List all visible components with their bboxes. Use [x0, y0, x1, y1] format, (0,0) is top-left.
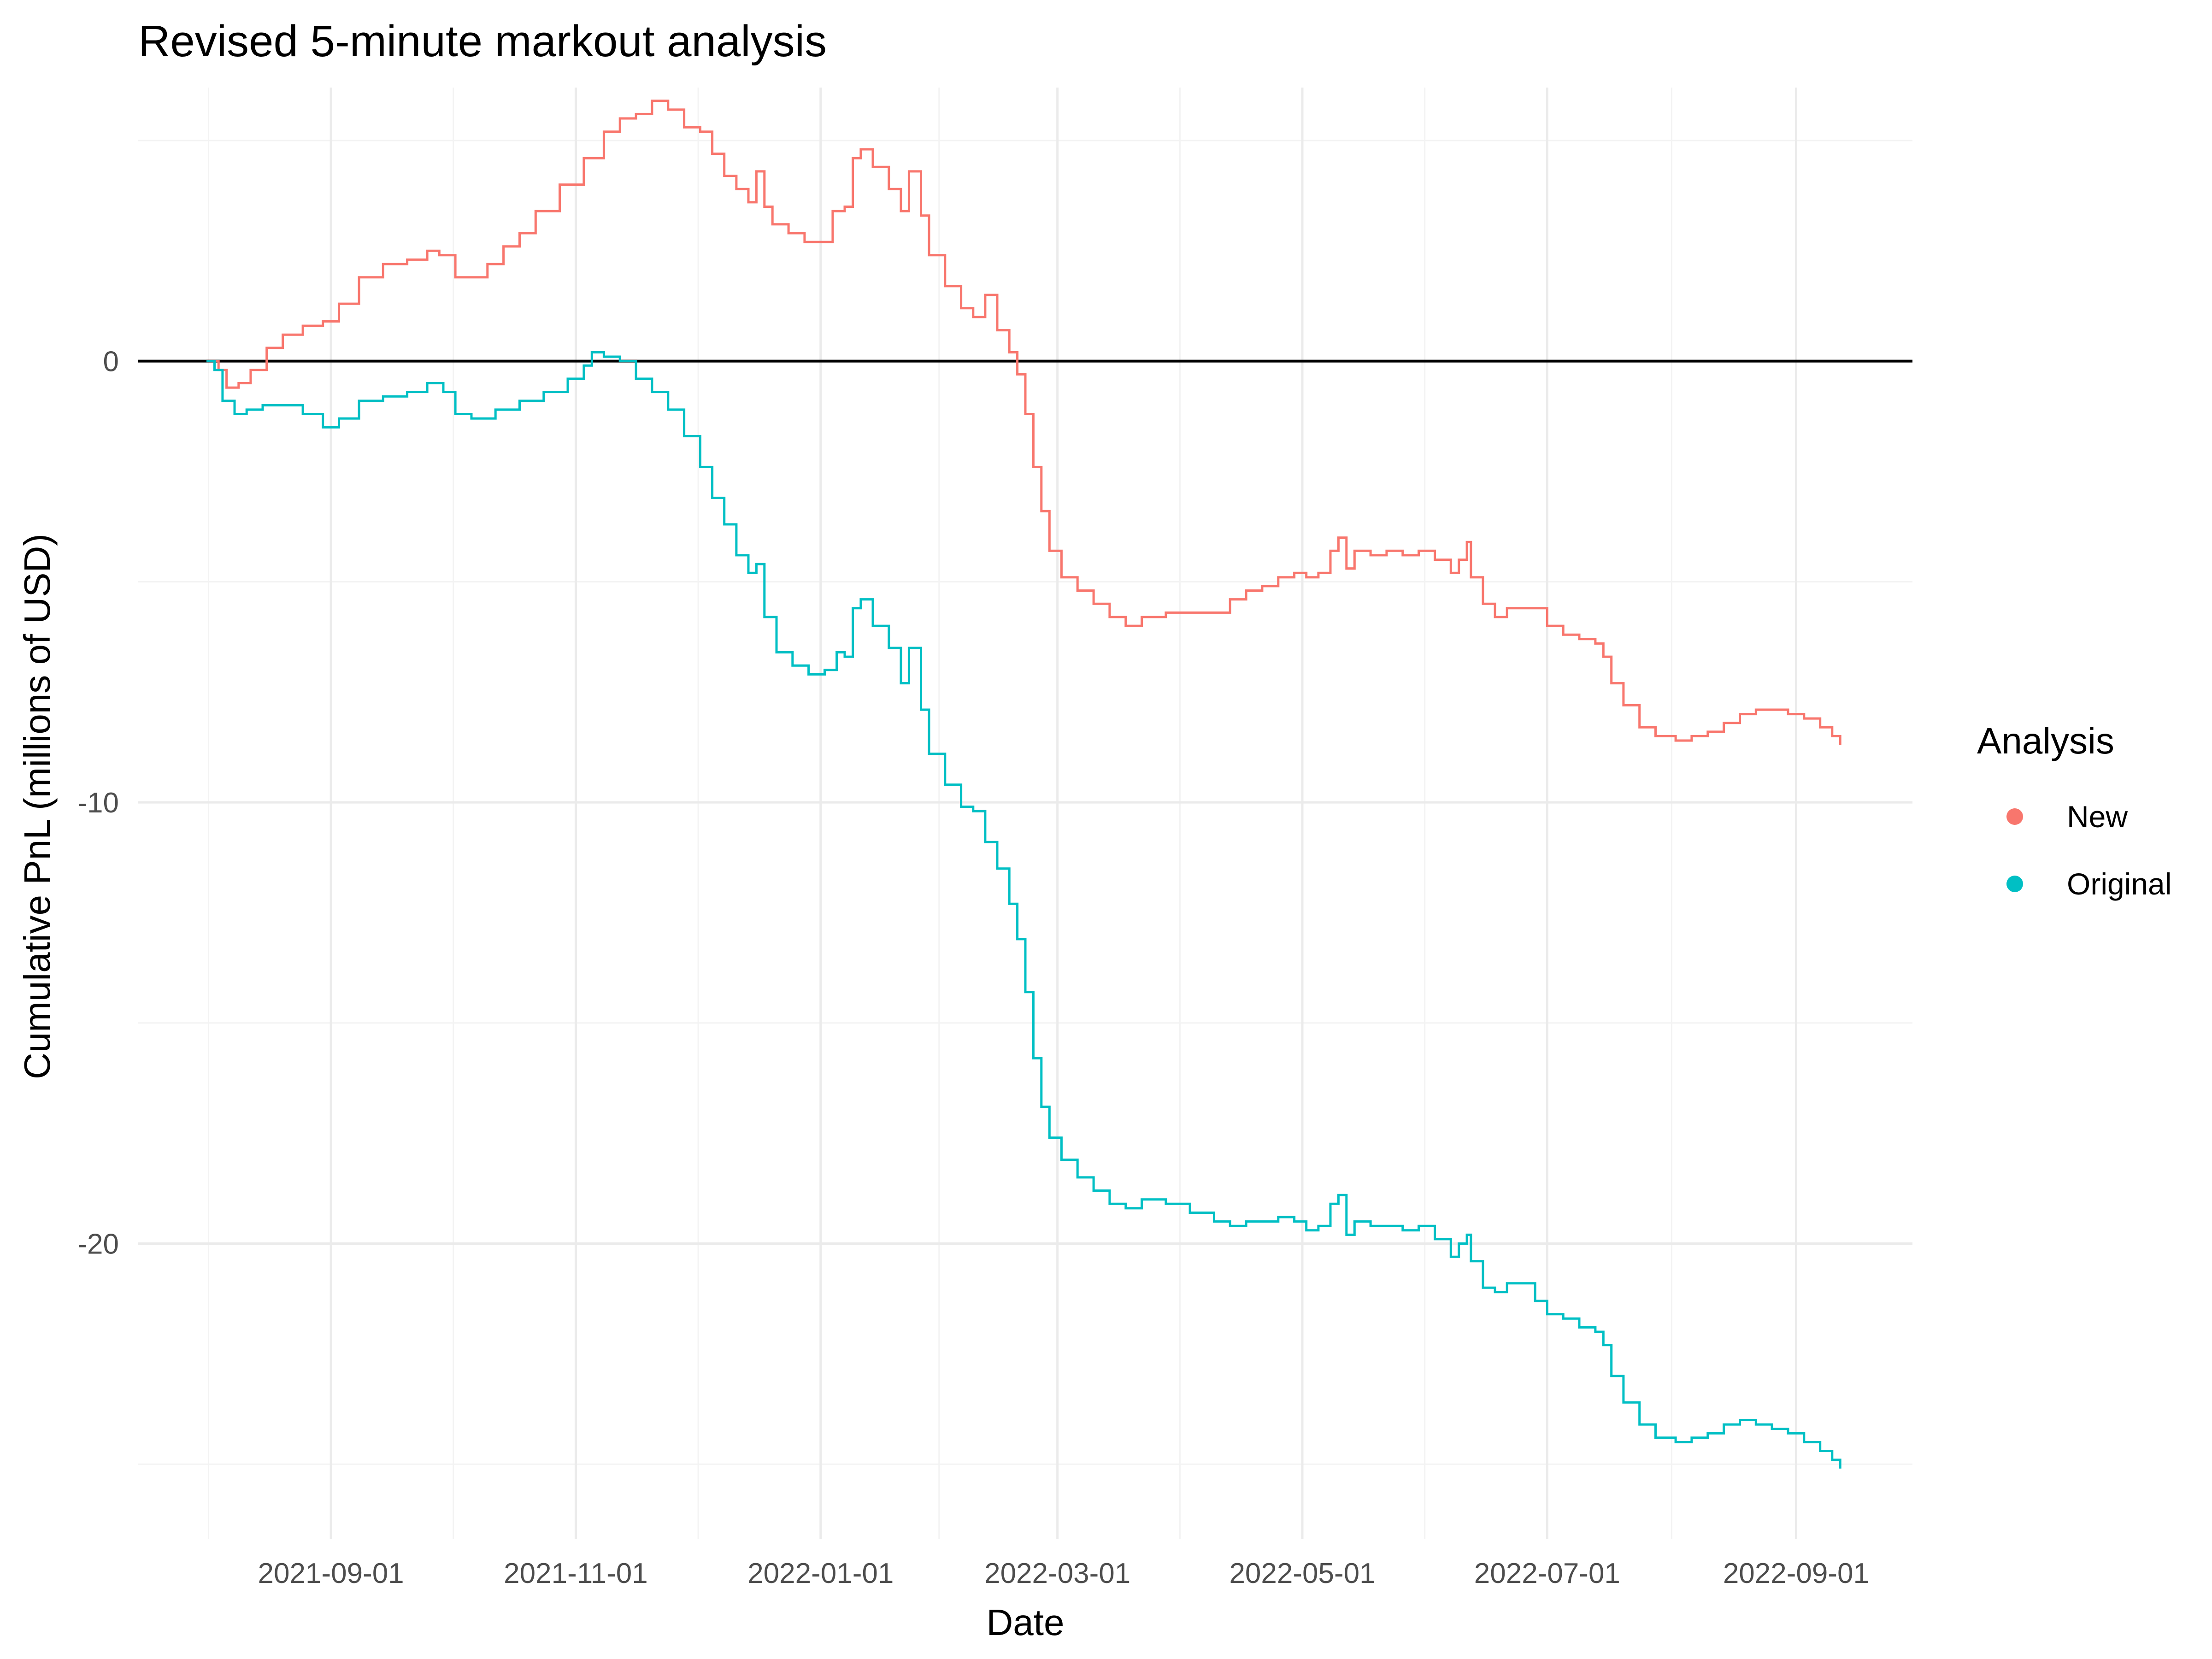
y-axis-ticks: 0 -10 -20 — [77, 346, 119, 1260]
x-axis-ticks: 2021-09-01 2021-11-01 2022-01-01 2022-03-01… — [258, 1558, 1869, 1589]
y-tick-label: -20 — [77, 1229, 119, 1260]
x-axis-title: Date — [987, 1602, 1065, 1643]
x-tick-label: 2021-11-01 — [504, 1558, 648, 1589]
x-tick-label: 2022-09-01 — [1723, 1558, 1869, 1589]
series-line-original — [206, 351, 1841, 1469]
x-tick-label: 2021-09-01 — [258, 1558, 404, 1589]
grid — [138, 88, 1912, 1539]
y-tick-label: 0 — [103, 346, 119, 378]
x-tick-label: 2022-03-01 — [984, 1558, 1130, 1589]
chart-title: Revised 5-minute markout analysis — [138, 17, 827, 66]
series-line-new — [206, 100, 1841, 745]
legend-key-original — [2006, 876, 2023, 892]
legend: Analysis New Original — [1977, 720, 2171, 901]
x-tick-label: 2022-05-01 — [1229, 1558, 1375, 1589]
x-tick-label: 2022-01-01 — [747, 1558, 894, 1589]
legend-key-new — [2006, 808, 2023, 825]
y-axis-title: Cumulative PnL (millions of USD) — [17, 534, 58, 1079]
legend-label-new: New — [2067, 800, 2128, 834]
legend-label-original: Original — [2067, 867, 2171, 901]
x-tick-label: 2022-07-01 — [1474, 1558, 1620, 1589]
y-tick-label: -10 — [77, 787, 119, 819]
series-lines — [206, 100, 1841, 1469]
legend-title: Analysis — [1977, 720, 2114, 761]
